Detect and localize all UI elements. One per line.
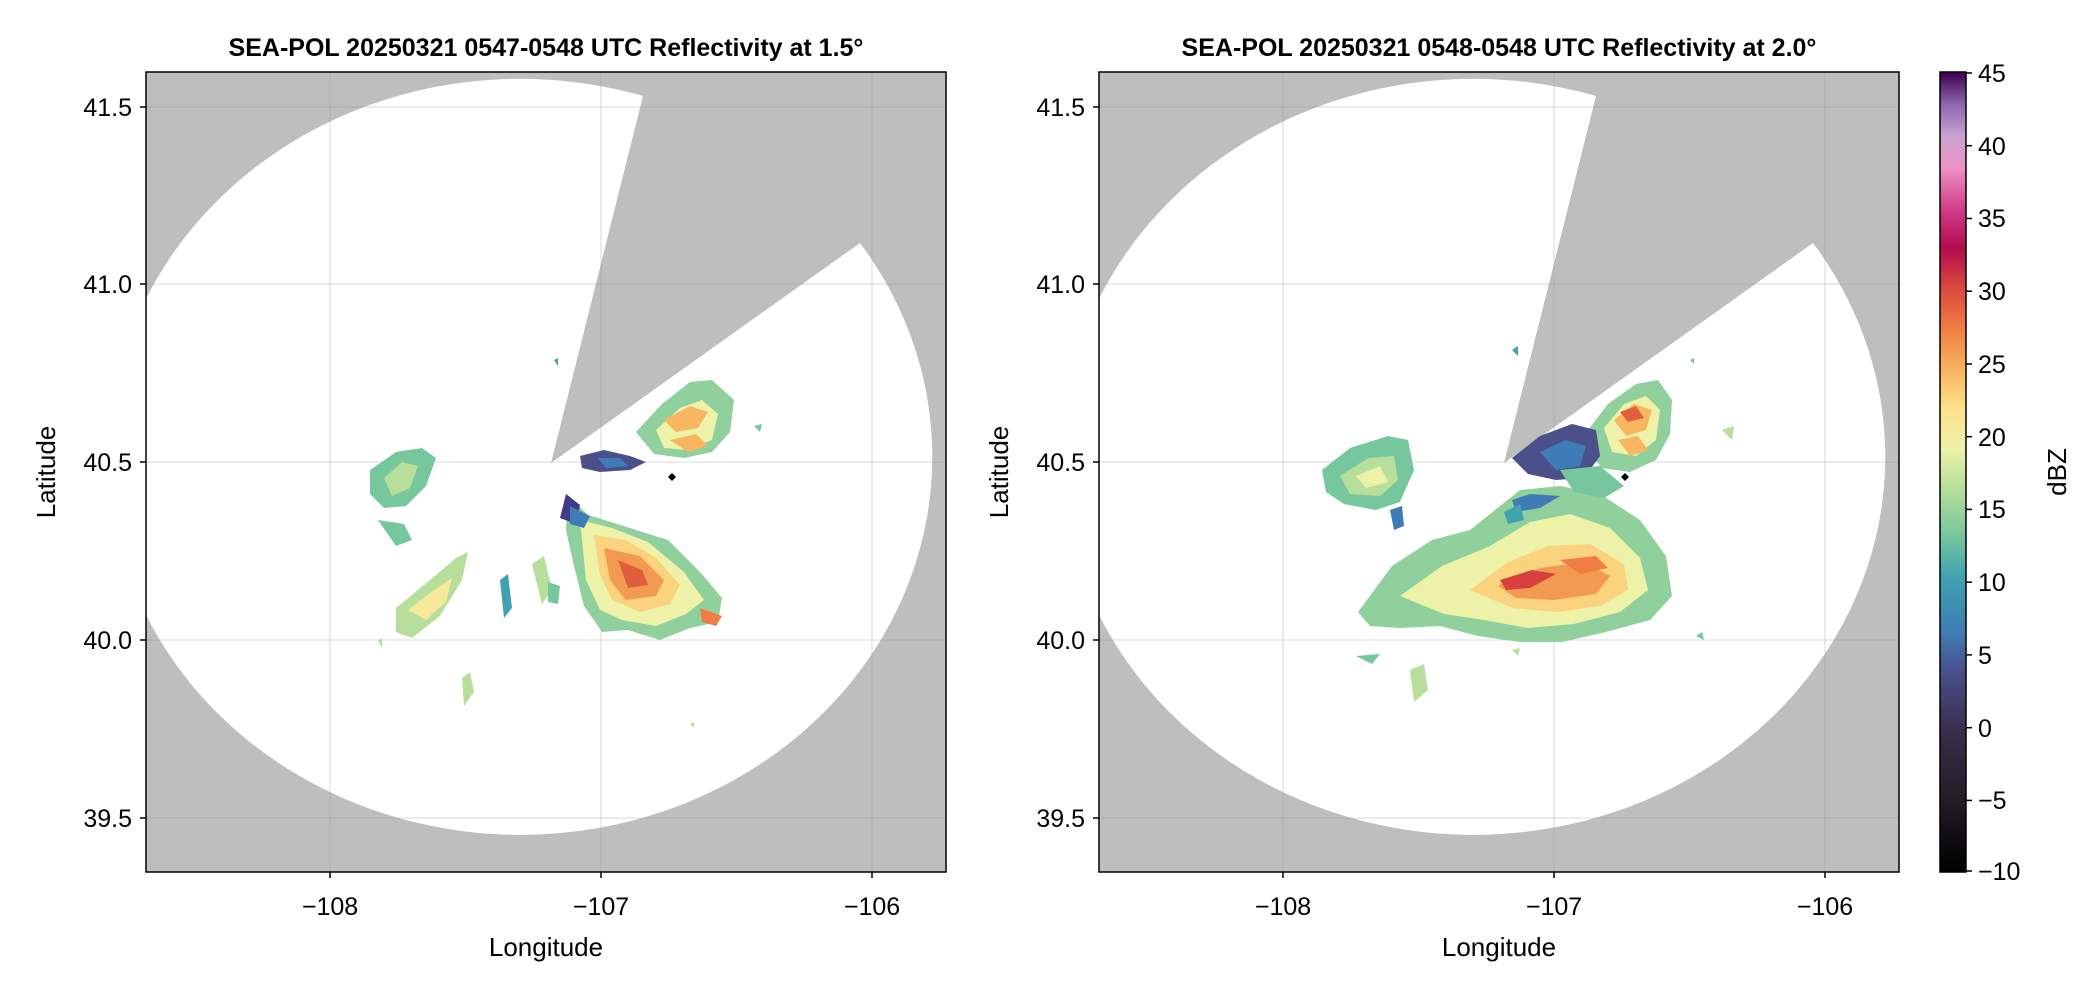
x-tick-label: −108: [1255, 893, 1311, 921]
y-tick-label: 41.0: [1036, 271, 1085, 299]
map-area: [1099, 72, 1899, 872]
radar-site-marker: [668, 473, 676, 481]
y-tick-label: 41.5: [83, 94, 132, 122]
colorbar-tick-label: 20: [1978, 424, 2006, 452]
y-tick-label: 39.5: [83, 805, 132, 833]
y-axis-label: Latitude: [31, 426, 61, 519]
map-area: [146, 72, 946, 872]
colorbar-tick-label: 30: [1978, 278, 2006, 306]
colorbar-tick-label: 45: [1978, 60, 2006, 88]
colorbar-tick-label: −10: [1978, 858, 2020, 886]
x-tick-label: −107: [1526, 893, 1582, 921]
colorbar-label: dBZ: [2042, 448, 2072, 496]
colorbar-ticks: [1966, 72, 1972, 872]
colorbar-tick-label: −5: [1978, 787, 2007, 815]
grid: [1099, 72, 1899, 872]
y-tick-label: 40.5: [1036, 449, 1085, 477]
x-axis: −108 −107 −106 Longitude: [1255, 872, 1853, 962]
x-tick-label: −106: [844, 893, 900, 921]
y-axis: 41.5 41.0 40.5 40.0 39.5 Latitude: [31, 94, 146, 833]
radar-coverage-disc: [1099, 78, 1886, 835]
colorbar: 45 40 35 30 25 20 15 10 5 0 −5 −10 dBZ: [1939, 60, 2072, 886]
panel-left: SEA-POL 20250321 0547-0548 UTC Reflectiv…: [31, 34, 947, 962]
y-tick-label: 39.5: [1036, 805, 1085, 833]
grid: [146, 72, 946, 872]
y-axis-label: Latitude: [984, 426, 1014, 519]
x-tick-label: −106: [1797, 893, 1853, 921]
y-axis: 41.5 41.0 40.5 40.0 39.5 Latitude: [984, 94, 1099, 833]
y-tick-label: 40.0: [1036, 627, 1085, 655]
x-tick-label: −108: [302, 893, 358, 921]
colorbar-tick-label: 5: [1978, 642, 1992, 670]
colorbar-tick-label: 40: [1978, 133, 2006, 161]
colorbar-tick-label: 35: [1978, 205, 2006, 233]
x-axis: −108 −107 −106 Longitude: [302, 872, 900, 962]
colorbar-tick-label: 15: [1978, 496, 2006, 524]
y-tick-label: 41.0: [83, 271, 132, 299]
plot-frame: [145, 71, 947, 873]
radar-site-marker: [1621, 473, 1629, 481]
colorbar-scale: [1939, 71, 1967, 873]
colorbar-tick-label: 0: [1978, 715, 1992, 743]
x-axis-label: Longitude: [489, 932, 603, 962]
panel-title: SEA-POL 20250321 0547-0548 UTC Reflectiv…: [229, 34, 864, 62]
x-tick-label: −107: [573, 893, 629, 921]
y-tick-label: 40.0: [83, 627, 132, 655]
radar-coverage-disc: [146, 78, 933, 835]
colorbar-tick-label: 10: [1978, 569, 2006, 597]
panel-right: SEA-POL 20250321 0548-0548 UTC Reflectiv…: [984, 34, 1900, 962]
y-tick-label: 40.5: [83, 449, 132, 477]
x-axis-label: Longitude: [1442, 932, 1556, 962]
y-tick-label: 41.5: [1036, 94, 1085, 122]
reflectivity-echoes: [370, 358, 762, 728]
reflectivity-echoes: [1322, 346, 1734, 702]
panel-title: SEA-POL 20250321 0548-0548 UTC Reflectiv…: [1182, 34, 1817, 62]
plot-frame: [1098, 71, 1900, 873]
colorbar-tick-label: 25: [1978, 351, 2006, 379]
